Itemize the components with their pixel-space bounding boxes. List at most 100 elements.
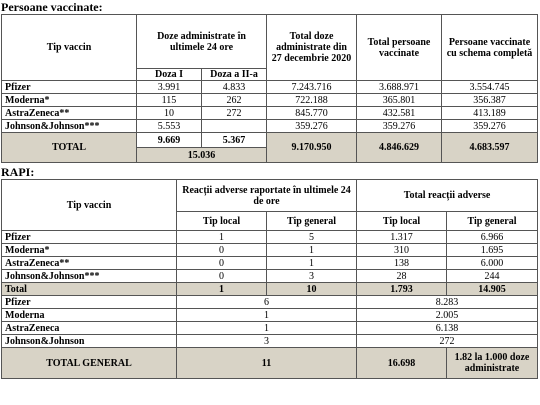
cell: 310 [356, 243, 448, 257]
cell: 1 [176, 230, 267, 244]
header-row: Tip vaccin Doze administrate în ultimele… [1, 14, 539, 81]
subheader-row: Doza I Doza a II-a [2, 68, 538, 81]
data-row: Moderna* 0 1 310 1.695 [1, 243, 539, 257]
section-title: Persoane vaccinate: [1, 0, 103, 14]
cell: 356.387 [441, 93, 539, 107]
cell: 1 [175, 308, 358, 322]
vaccine-name: Moderna* [1, 243, 177, 257]
subheader-cell: Doza a II-a [200, 68, 268, 81]
cell: 6.966 [446, 230, 539, 244]
cell: 0 [176, 243, 267, 257]
vaccine-name: Pfizer [1, 80, 137, 94]
header-cell: Total reacții adverse [356, 179, 539, 212]
total-row: 15.036 [2, 147, 538, 163]
cell: 845.770 [266, 106, 358, 120]
empty-cell [200, 119, 268, 133]
cell: 3.688.971 [356, 80, 443, 94]
total-label: TOTAL [1, 132, 137, 163]
cell: 272 [356, 334, 539, 348]
total-label: Total [1, 282, 177, 296]
vaccine-name: Moderna* [1, 93, 137, 107]
vaccine-name: AstraZeneca [1, 321, 177, 335]
header-row: Tip vaccin Reacții adverse raportate în … [1, 179, 539, 231]
grand-total-label: TOTAL GENERAL [1, 347, 177, 379]
vaccination-table: Tip vaccin Doze administrate în ultimele… [1, 14, 539, 163]
summary-row: AstraZeneca 1 6.138 [1, 321, 539, 335]
header-cell: Tip vaccin [1, 14, 137, 81]
cell: 3 [175, 334, 358, 348]
summary-rows: Pfizer 6 8.283 Moderna 1 2.005 AstraZeneca 1 6.1… [1, 295, 539, 348]
cell: 3.554.745 [441, 80, 539, 94]
subheader-cell: Tip local [356, 211, 448, 231]
cell: 115 [136, 93, 202, 107]
data-row: AstraZeneca** 10 272 845.770 432.581 413… [1, 106, 539, 120]
cell: 359.276 [441, 119, 539, 133]
cell: 413.189 [441, 106, 539, 120]
data-row: Pfizer 3.991 4.833 7.243.716 3.688.971 3… [1, 80, 539, 94]
cell: 1 [175, 321, 358, 335]
header-cell: Tip vaccin [1, 179, 177, 231]
cell: 16.698 [356, 347, 448, 379]
cell: 6.138 [356, 321, 539, 335]
cell: 2.005 [356, 308, 539, 322]
data-row: Johnson&Johnson*** 0 3 28 244 [1, 269, 539, 283]
cell: 244 [446, 269, 539, 283]
cell: 272 [200, 106, 268, 120]
cell: 4.683.597 [441, 132, 539, 163]
cell: 7.243.716 [266, 80, 358, 94]
header-cell: Total persoane vaccinate [356, 14, 443, 81]
vaccine-name: Pfizer [1, 295, 177, 309]
cell: 359.276 [266, 119, 358, 133]
total-row: TOTAL 9.669 5.367 9.170.950 4.846.629 4.… [1, 132, 539, 163]
data-row: AstraZeneca** 0 1 138 6.000 [1, 256, 539, 270]
subheader-cell: Tip general [265, 211, 358, 231]
cell: 722.188 [266, 93, 358, 107]
cell: 3 [265, 269, 358, 283]
vaccine-name: Johnson&Johnson*** [1, 119, 137, 133]
cell: 6.000 [446, 256, 539, 270]
cell: 432.581 [356, 106, 443, 120]
cell: 10 [136, 106, 202, 120]
subheader-cell: Tip general [446, 211, 539, 231]
cell: 1 [176, 282, 267, 296]
vaccine-name: Johnson&Johnson*** [1, 269, 177, 283]
cell: 1.82 la 1.000 doze administrate [446, 347, 539, 379]
vaccine-name: Johnson&Johnson [1, 334, 177, 348]
cell: 1.317 [356, 230, 448, 244]
subheader-cell: Doza I [136, 68, 202, 81]
data-row: Moderna* 115 262 722.188 365.801 356.387 [1, 93, 539, 107]
cell: 262 [200, 93, 268, 107]
cell: 1 [265, 256, 358, 270]
cell: 14.905 [446, 282, 539, 296]
subheader-cell: Tip local [176, 211, 267, 231]
cell: 6 [175, 295, 358, 309]
vaccine-name: Pfizer [1, 230, 177, 244]
cell: 11 [175, 347, 358, 379]
vaccine-name: Moderna [1, 308, 177, 322]
cell: 5.553 [136, 119, 202, 133]
adverse-reactions-table: Tip vaccin Reacții adverse raportate în … [1, 179, 539, 379]
cell: 3.991 [136, 80, 202, 94]
cell: 4.846.629 [356, 132, 443, 163]
header-cell: Persoane vaccinate cu schema completă [441, 14, 539, 81]
cell: 359.276 [356, 119, 443, 133]
cell: 365.801 [356, 93, 443, 107]
rows: Pfizer 1 5 1.317 6.966 Moderna* 0 1 310 1.695 Astr… [1, 230, 539, 283]
cell: 4.833 [200, 80, 268, 94]
data-row: Johnson&Johnson*** 5.553 359.276 359.276… [1, 119, 539, 133]
cell: 5.367 [200, 132, 268, 148]
cell: 0 [176, 256, 267, 270]
cell: 15.036 [135, 147, 268, 163]
header-cell: Doze administrate în ultimele 24 ore [135, 14, 268, 69]
cell: 10 [265, 282, 358, 296]
total-row: Total 1 10 1.793 14.905 [1, 282, 539, 296]
cell: 0 [176, 269, 267, 283]
header-cell: Total doze administrate din 27 decembrie… [266, 14, 358, 81]
cell: 5 [265, 230, 358, 244]
summary-row: Pfizer 6 8.283 [1, 295, 539, 309]
cell: 1.793 [356, 282, 448, 296]
cell: 9.669 [136, 132, 202, 148]
grand-total-row: TOTAL GENERAL 11 16.698 1.82 la 1.000 do… [1, 347, 539, 379]
cell: 28 [356, 269, 448, 283]
